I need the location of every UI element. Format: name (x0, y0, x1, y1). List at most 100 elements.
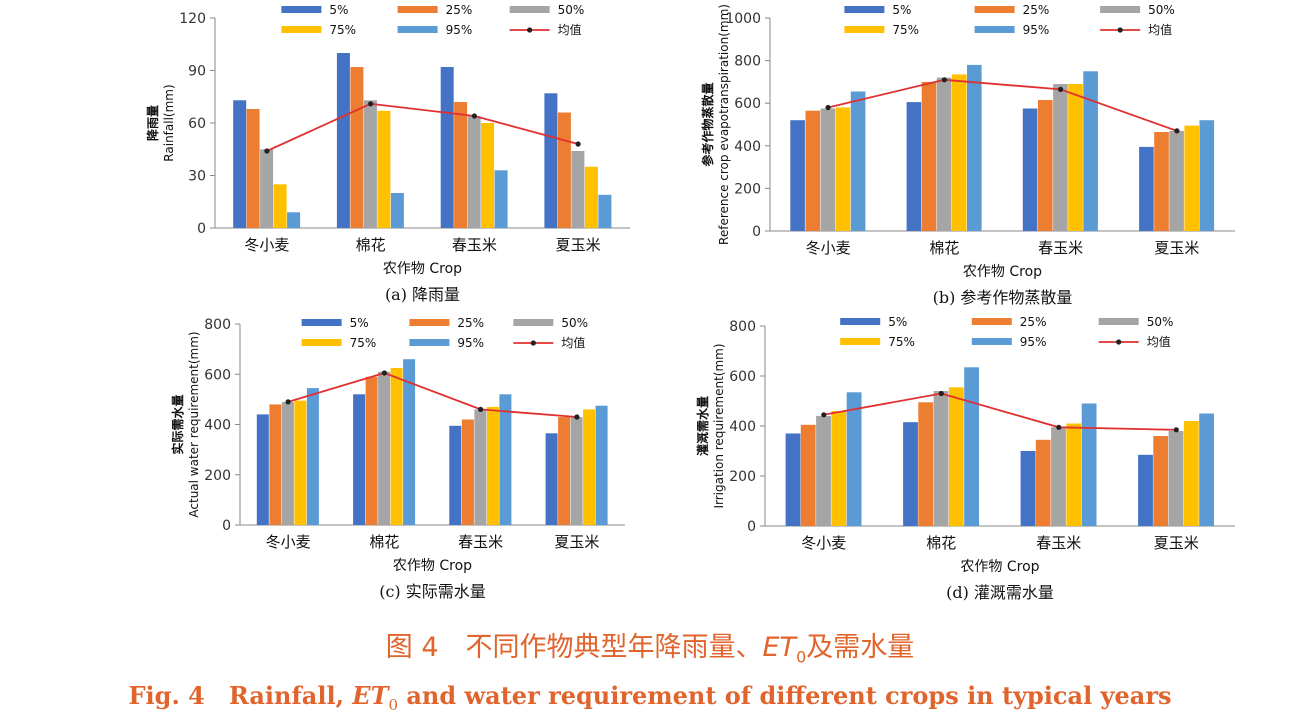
bar-95pct-1 (967, 64, 982, 232)
x-category-label: 冬小麦 (801, 534, 846, 552)
figure-caption-cn: 图 4 不同作物典型年降雨量、ET0及需水量 (0, 625, 1300, 666)
bar-50pct-3 (1168, 431, 1184, 526)
legend-swatch-5pct (844, 6, 885, 13)
x-category-label: 冬小麦 (244, 236, 289, 254)
mean-point-2 (471, 113, 477, 119)
x-category-label: 夏玉米 (1154, 534, 1199, 552)
bar-95pct-3 (595, 405, 608, 525)
y-tick-label: 600 (729, 369, 756, 385)
bar-75pct-2 (1066, 423, 1082, 526)
legend-swatch-25pct (971, 318, 1012, 325)
bar-5pct-0 (790, 120, 805, 231)
legend-label: 95% (1020, 335, 1047, 349)
y-axis-label-cn: 实际需水量 (170, 394, 185, 454)
x-category-label: 冬小麦 (806, 239, 851, 257)
legend-mean-dot (527, 27, 533, 33)
y-axis-label-en: Rainfall(mm) (162, 84, 176, 161)
caption-cn-et-sub: 0 (796, 647, 807, 667)
x-category-label: 春玉米 (458, 533, 503, 551)
legend-label: 50% (558, 3, 585, 17)
bar-75pct-3 (583, 409, 596, 525)
caption-en-prefix: Fig. 4 Rainfall, (128, 681, 344, 710)
bar-75pct-1 (390, 368, 403, 525)
x-category-label: 棉花 (356, 236, 386, 254)
y-tick-label: 800 (729, 319, 756, 335)
x-category-label: 棉花 (369, 533, 399, 551)
bar-25pct-0 (805, 110, 821, 231)
legend-swatch-50pct (513, 319, 554, 326)
bar-75pct-3 (584, 166, 598, 229)
bar-5pct-1 (336, 53, 350, 228)
y-tick-label: 200 (204, 468, 231, 484)
mean-point-0 (264, 148, 270, 154)
bar-5pct-3 (1138, 454, 1153, 527)
bar-5pct-2 (1020, 451, 1036, 526)
bar-95pct-0 (850, 91, 866, 231)
caption-en-et-sub: 0 (388, 695, 398, 714)
mean-line (287, 372, 577, 418)
legend-swatch-25pct (397, 6, 438, 13)
bar-75pct-2 (481, 123, 495, 228)
legend-swatch-95pct (971, 338, 1012, 345)
panel-caption: (c) 实际需水量 (379, 582, 486, 601)
bar-25pct-3 (1153, 436, 1169, 526)
mean-point-0 (825, 104, 831, 111)
bar-5pct-3 (1139, 146, 1154, 231)
bar-50pct-2 (467, 116, 481, 228)
x-axis-label: 农作物 Crop (383, 261, 462, 277)
legend-swatch-75pct (844, 26, 885, 33)
bar-50pct-3 (1169, 130, 1184, 231)
legend-swatch-25pct (974, 6, 1015, 13)
panel-caption: (b) 参考作物蒸散量 (933, 288, 1073, 307)
x-category-label: 春玉米 (452, 236, 497, 254)
y-tick-label: 0 (747, 519, 756, 535)
y-tick-label: 1000 (725, 11, 761, 27)
legend-label: 5% (350, 316, 369, 330)
bar-75pct-1 (948, 387, 964, 527)
legend-swatch-5pct (281, 6, 322, 13)
bar-25pct-1 (350, 67, 364, 228)
legend-label: 均值 (1148, 22, 1172, 37)
bar-25pct-2 (1035, 439, 1051, 527)
legend-label: 25% (457, 316, 484, 330)
mean-line (266, 102, 579, 152)
mean-point-3 (574, 414, 580, 420)
x-category-label: 春玉米 (1038, 239, 1083, 257)
bar-95pct-2 (494, 170, 508, 229)
legend-label: 95% (457, 336, 484, 350)
legend-label: 75% (350, 336, 377, 350)
bar-25pct-0 (269, 404, 282, 525)
y-tick-label: 600 (734, 96, 761, 112)
y-tick-label: 30 (188, 169, 206, 185)
bar-95pct-3 (1199, 413, 1214, 526)
y-tick-label: 400 (734, 139, 761, 155)
y-axis-label-cn: 参考作物蒸散量 (700, 82, 715, 166)
y-tick-label: 400 (729, 419, 756, 435)
bar-95pct-0 (287, 212, 301, 229)
bar-95pct-2 (1083, 71, 1098, 232)
legend-mean-dot (1117, 27, 1123, 33)
x-category-label: 夏玉米 (1154, 239, 1199, 257)
mean-point-2 (1056, 424, 1062, 430)
mean-point-0 (821, 412, 827, 418)
y-tick-label: 120 (179, 11, 206, 27)
bar-75pct-0 (273, 184, 287, 229)
bar-5pct-1 (906, 102, 922, 231)
caption-en-suffix: and water requirement of different crops… (406, 681, 1172, 710)
caption-en-et: ET (352, 681, 389, 710)
mean-point-3 (575, 141, 581, 147)
bar-50pct-1 (363, 100, 377, 228)
mean-point-1 (381, 370, 387, 376)
bar-95pct-1 (964, 367, 979, 527)
x-category-label: 夏玉米 (556, 236, 601, 254)
legend-label: 均值 (1147, 334, 1171, 349)
bar-50pct-0 (816, 416, 831, 526)
bar-50pct-0 (820, 108, 836, 231)
legend-label: 25% (1023, 3, 1050, 17)
legend-swatch-50pct (1100, 6, 1141, 13)
bar-50pct-2 (1051, 427, 1066, 527)
y-tick-label: 200 (729, 469, 756, 485)
mean-point-2 (1058, 86, 1064, 92)
